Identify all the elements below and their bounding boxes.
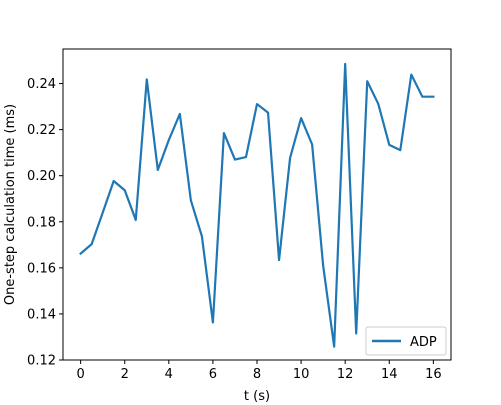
y-tick-label: 0.14 [27,307,56,322]
data-point [146,78,148,80]
data-point [124,189,126,191]
data-point [300,117,302,119]
data-point [245,156,247,158]
data-point [377,103,379,105]
data-point [168,139,170,141]
data-point [179,113,181,115]
x-tick-label: 8 [253,367,261,382]
data-point [201,235,203,237]
x-tick-label: 0 [76,367,84,382]
series-line-adp [79,62,435,348]
legend: ADP [365,326,447,356]
data-point [113,180,115,182]
data-point [223,132,225,134]
x-axis-ticks: 0 2 4 6 8 10 12 14 16 [76,360,442,382]
data-point [80,252,82,254]
data-point [190,199,192,201]
x-tick-label: 10 [293,367,310,382]
plot-area [79,62,435,348]
x-axis-label: t (s) [244,389,270,404]
data-point [410,73,412,75]
x-tick-label: 6 [209,367,217,382]
x-tick-label: 14 [381,367,398,382]
y-tick-label: 0.18 [27,215,56,230]
data-point [267,111,269,113]
data-point [366,80,368,82]
data-point [421,96,423,98]
data-point [355,332,357,334]
data-point [91,243,93,245]
data-point [135,219,137,221]
legend-label-adp: ADP [410,335,437,350]
y-tick-label: 0.22 [27,123,56,138]
data-point [388,144,390,146]
data-point [157,169,159,171]
data-point [322,264,324,266]
data-point [212,321,214,323]
data-point [311,143,313,145]
axes-frame [62,48,452,361]
y-axis-ticks: 0.12 0.14 0.16 0.18 0.20 0.22 0.24 [27,77,63,369]
legend-box [365,326,447,356]
y-tick-label: 0.24 [27,77,56,92]
x-tick-label: 4 [165,367,173,382]
data-point [333,346,335,348]
x-tick-label: 16 [425,367,442,382]
data-point [278,259,280,261]
data-point [289,157,291,159]
y-tick-label: 0.12 [27,354,56,369]
data-point [102,212,104,214]
data-point [234,158,236,160]
y-axis-label: One-step calculation time (ms) [3,104,18,305]
x-tick-label: 2 [121,367,129,382]
x-tick-label: 12 [337,367,354,382]
data-point [256,103,258,105]
data-point [399,149,401,151]
data-point [344,63,346,65]
y-tick-label: 0.16 [27,261,56,276]
y-tick-label: 0.20 [27,169,56,184]
data-point [432,96,434,98]
